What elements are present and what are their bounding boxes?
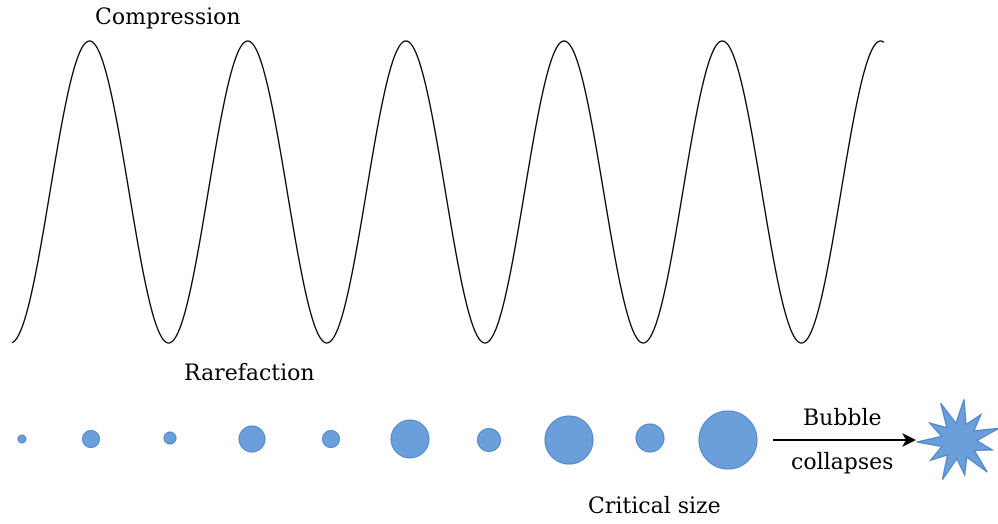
bubble: [238, 425, 266, 453]
bubble: [390, 419, 430, 459]
bubble-largest: [698, 410, 758, 470]
pressure-wave: [11, 40, 885, 344]
bubble: [635, 423, 665, 453]
rarefaction-label: Rarefaction: [184, 361, 315, 386]
bubble-critical-size: [544, 415, 594, 465]
bubble: [477, 428, 501, 452]
bubble: [322, 430, 340, 448]
collapse-arrow: [773, 433, 916, 447]
bubble: [82, 430, 100, 448]
bubble: [17, 434, 27, 444]
bubble-series: [17, 410, 758, 470]
arrow-head: [902, 433, 916, 447]
critical-size-label: Critical size: [588, 494, 721, 519]
starburst-icon: [916, 399, 998, 480]
bubble-label: Bubble: [803, 406, 882, 431]
bubble: [163, 431, 177, 445]
collapses-label: collapses: [791, 450, 894, 475]
compression-label: Compression: [95, 5, 241, 30]
